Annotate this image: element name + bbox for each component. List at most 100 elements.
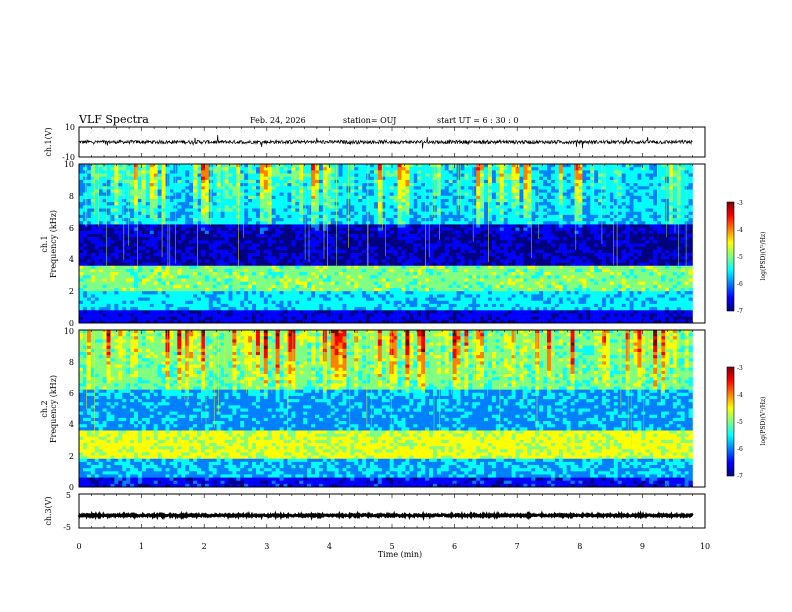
spectrogram-cell bbox=[633, 230, 638, 235]
spectrogram-cell bbox=[649, 208, 654, 212]
spectrogram-cell bbox=[668, 173, 674, 178]
spectrogram-cell bbox=[193, 192, 198, 197]
spectrogram-cell bbox=[208, 227, 213, 232]
spectrogram-cell bbox=[169, 249, 174, 254]
spectrogram-cell bbox=[594, 179, 599, 184]
spectrogram-cell bbox=[291, 227, 296, 232]
spectrogram-cell bbox=[609, 259, 615, 263]
spectrogram-cell bbox=[291, 179, 296, 184]
spectrogram-cell bbox=[429, 195, 434, 200]
spectrogram-cell bbox=[153, 211, 158, 216]
spectrogram-cell bbox=[582, 198, 587, 203]
spectrogram-cell bbox=[664, 243, 670, 247]
spectrogram-cell bbox=[527, 249, 532, 254]
spectrogram-cell bbox=[598, 233, 603, 238]
spectrogram-cell bbox=[645, 221, 650, 225]
spectrogram-cell bbox=[684, 205, 689, 209]
spectrogram-cell bbox=[263, 186, 269, 190]
spectrogram-cell bbox=[314, 189, 320, 193]
spectrogram-cell bbox=[621, 173, 626, 178]
spectrogram-cell bbox=[562, 262, 567, 267]
spectrogram-cell bbox=[511, 189, 516, 193]
spectrogram-cell bbox=[377, 189, 383, 193]
spectrogram-cell bbox=[318, 249, 324, 254]
spectrogram-cell bbox=[295, 259, 300, 263]
spectrogram-cell bbox=[637, 164, 642, 168]
spectrogram-cell bbox=[220, 262, 225, 267]
spectrogram-cell bbox=[566, 198, 571, 203]
spectrogram-cell bbox=[554, 240, 560, 244]
spectrogram-cell bbox=[535, 249, 540, 254]
spectrogram-cell bbox=[543, 246, 548, 251]
spectrogram-cell bbox=[421, 183, 426, 187]
spectrogram-cell bbox=[633, 170, 638, 174]
spectrogram-cell bbox=[578, 198, 583, 203]
spectrogram-cell bbox=[385, 211, 390, 216]
spectrogram-cell bbox=[661, 183, 666, 187]
spectrogram-cell bbox=[90, 164, 96, 168]
spectrogram-cell bbox=[507, 202, 512, 206]
spectrogram-cell bbox=[94, 243, 99, 247]
spectrogram-cell bbox=[193, 179, 198, 184]
spectrogram-cell bbox=[476, 259, 481, 263]
spectrogram-cell bbox=[511, 183, 516, 187]
spectrogram-cell bbox=[605, 205, 611, 209]
spectrogram-cell bbox=[609, 176, 615, 181]
spectrogram-cell bbox=[629, 253, 634, 257]
spectrogram-cell bbox=[122, 237, 127, 241]
spectrogram-cell bbox=[267, 259, 272, 263]
spectrogram-cell bbox=[397, 198, 402, 203]
spectrogram-cell bbox=[436, 243, 442, 247]
spectrogram-cell bbox=[354, 170, 359, 174]
spectrogram-cell bbox=[130, 243, 135, 247]
spectrogram-cell bbox=[417, 176, 422, 181]
spectrogram-cell bbox=[472, 249, 477, 254]
spectrogram-cell bbox=[153, 246, 158, 251]
spectrogram-cell bbox=[436, 189, 442, 193]
spectrogram-cell bbox=[421, 189, 426, 193]
spectrogram-cell bbox=[413, 218, 418, 222]
spectrogram-cell bbox=[539, 195, 544, 200]
spectrogram-cell bbox=[605, 253, 611, 257]
spectrogram-cell bbox=[586, 170, 591, 174]
spectrogram-cell bbox=[405, 246, 410, 251]
spectrogram-cell bbox=[350, 253, 355, 257]
spectrogram-cell bbox=[224, 202, 229, 206]
spectrogram-cell bbox=[350, 243, 355, 247]
spectrogram-cell bbox=[448, 214, 453, 219]
spectrogram-cell bbox=[440, 198, 446, 203]
spectrogram-cell bbox=[550, 214, 556, 219]
spectrogram-cell bbox=[279, 218, 284, 222]
spectrogram-cell bbox=[558, 173, 563, 178]
spectrogram-cell bbox=[263, 173, 269, 178]
spectrogram-cell bbox=[224, 198, 229, 203]
spectrogram-cell bbox=[196, 230, 202, 235]
spectrogram-cell bbox=[346, 259, 351, 263]
spectrogram-cell bbox=[570, 230, 575, 235]
spectrogram-cell bbox=[421, 176, 426, 181]
spectrogram-cell bbox=[511, 167, 516, 171]
spectrogram-cell bbox=[554, 233, 560, 238]
spectrogram-cell bbox=[102, 259, 107, 263]
spectrogram-cell bbox=[145, 249, 151, 254]
spectrogram-cell bbox=[570, 253, 575, 257]
spectrogram-cell bbox=[385, 173, 390, 178]
spectrogram-cell bbox=[126, 262, 131, 267]
spectrogram-cell bbox=[134, 240, 139, 244]
spectrogram-cell bbox=[397, 243, 402, 247]
spectrogram-cell bbox=[299, 243, 304, 247]
spectrogram-cell bbox=[511, 198, 516, 203]
spectrogram-cell bbox=[609, 170, 615, 174]
spectrogram-cell bbox=[389, 253, 394, 257]
spectrogram-cell bbox=[322, 205, 328, 209]
spectrogram-cell bbox=[385, 189, 390, 193]
spectrogram-cell bbox=[629, 179, 634, 184]
spectrogram-cell bbox=[566, 240, 571, 244]
spectrogram-cell bbox=[122, 164, 127, 168]
spectrogram-cell bbox=[645, 183, 650, 187]
spectrogram-cell bbox=[617, 208, 622, 212]
spectrogram-cell bbox=[252, 240, 257, 244]
spectrogram-cell bbox=[456, 186, 461, 190]
spectrogram-cell bbox=[594, 211, 599, 216]
spectrogram-cell bbox=[476, 186, 481, 190]
